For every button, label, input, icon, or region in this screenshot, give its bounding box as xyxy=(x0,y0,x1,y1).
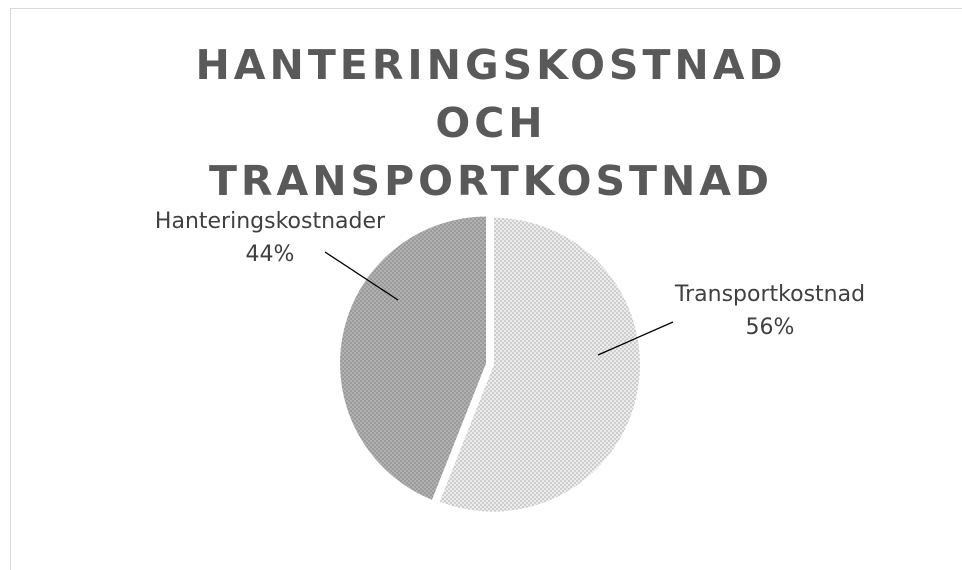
leader-line xyxy=(324,251,399,301)
border xyxy=(10,8,962,570)
pie-slice xyxy=(338,214,489,503)
chart-title: HANTERINGSKOSTNAD OCH TRANSPORTKOSTNAD xyxy=(195,41,787,205)
category-label: Hanteringskostnader xyxy=(155,209,386,234)
pie-slice xyxy=(437,215,642,514)
leader-line xyxy=(597,321,674,356)
value-label: 44% xyxy=(246,242,295,267)
category-label: Transportkostnad xyxy=(674,282,865,307)
value-label: 56% xyxy=(746,315,795,340)
